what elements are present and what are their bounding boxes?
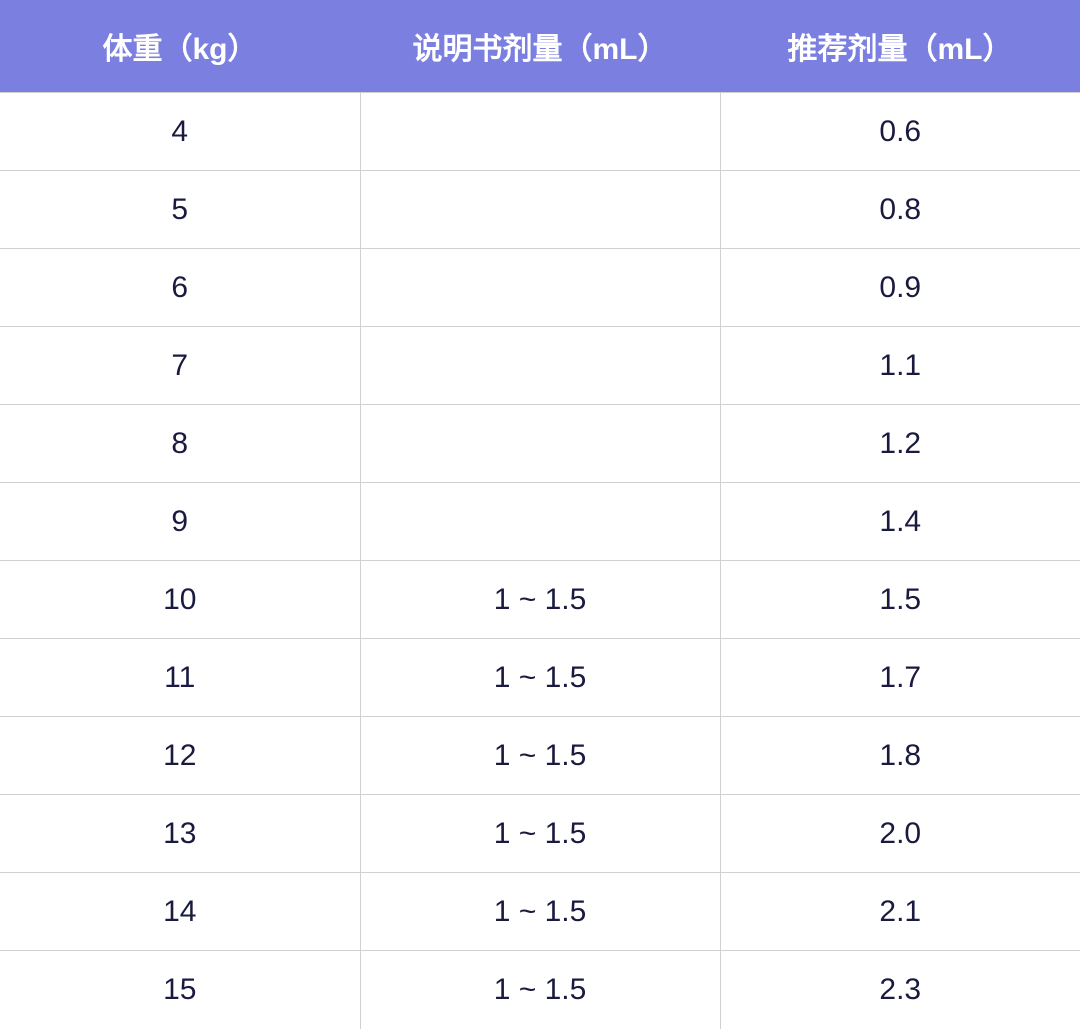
cell-instruction-dose: 1 ~ 1.5 [360, 951, 720, 1029]
cell-instruction-dose: 1 ~ 1.5 [360, 639, 720, 717]
table-row: 15 1 ~ 1.5 2.3 [0, 951, 1080, 1029]
col-header-weight: 体重（kg） [0, 0, 360, 93]
cell-weight: 12 [0, 717, 360, 795]
cell-recommended-dose: 0.6 [720, 93, 1080, 171]
cell-instruction-dose [360, 249, 720, 327]
cell-instruction-dose: 1 ~ 1.5 [360, 873, 720, 951]
cell-instruction-dose [360, 93, 720, 171]
cell-recommended-dose: 1.1 [720, 327, 1080, 405]
table-row: 7 1.1 [0, 327, 1080, 405]
table-row: 4 0.6 [0, 93, 1080, 171]
cell-weight: 5 [0, 171, 360, 249]
col-header-recommended-dose: 推荐剂量（mL） [720, 0, 1080, 93]
cell-weight: 9 [0, 483, 360, 561]
table-row: 9 1.4 [0, 483, 1080, 561]
cell-weight: 4 [0, 93, 360, 171]
cell-weight: 10 [0, 561, 360, 639]
cell-instruction-dose: 1 ~ 1.5 [360, 717, 720, 795]
cell-weight: 7 [0, 327, 360, 405]
cell-instruction-dose [360, 327, 720, 405]
cell-recommended-dose: 1.8 [720, 717, 1080, 795]
table-row: 10 1 ~ 1.5 1.5 [0, 561, 1080, 639]
cell-recommended-dose: 1.4 [720, 483, 1080, 561]
cell-recommended-dose: 2.3 [720, 951, 1080, 1029]
cell-weight: 13 [0, 795, 360, 873]
cell-recommended-dose: 1.2 [720, 405, 1080, 483]
cell-recommended-dose: 0.8 [720, 171, 1080, 249]
table-row: 8 1.2 [0, 405, 1080, 483]
cell-weight: 8 [0, 405, 360, 483]
cell-weight: 6 [0, 249, 360, 327]
cell-recommended-dose: 1.5 [720, 561, 1080, 639]
cell-recommended-dose: 0.9 [720, 249, 1080, 327]
table-row: 6 0.9 [0, 249, 1080, 327]
cell-weight: 14 [0, 873, 360, 951]
cell-recommended-dose: 2.1 [720, 873, 1080, 951]
cell-recommended-dose: 1.7 [720, 639, 1080, 717]
cell-instruction-dose [360, 405, 720, 483]
dosage-table: 体重（kg） 说明书剂量（mL） 推荐剂量（mL） 4 0.6 5 0.8 6 … [0, 0, 1080, 1029]
col-header-instruction-dose: 说明书剂量（mL） [360, 0, 720, 93]
cell-instruction-dose: 1 ~ 1.5 [360, 561, 720, 639]
table-row: 11 1 ~ 1.5 1.7 [0, 639, 1080, 717]
cell-instruction-dose [360, 171, 720, 249]
cell-weight: 15 [0, 951, 360, 1029]
table-row: 14 1 ~ 1.5 2.1 [0, 873, 1080, 951]
table-row: 5 0.8 [0, 171, 1080, 249]
table-header-row: 体重（kg） 说明书剂量（mL） 推荐剂量（mL） [0, 0, 1080, 93]
cell-recommended-dose: 2.0 [720, 795, 1080, 873]
cell-instruction-dose [360, 483, 720, 561]
cell-instruction-dose: 1 ~ 1.5 [360, 795, 720, 873]
cell-weight: 11 [0, 639, 360, 717]
table-row: 12 1 ~ 1.5 1.8 [0, 717, 1080, 795]
table-row: 13 1 ~ 1.5 2.0 [0, 795, 1080, 873]
